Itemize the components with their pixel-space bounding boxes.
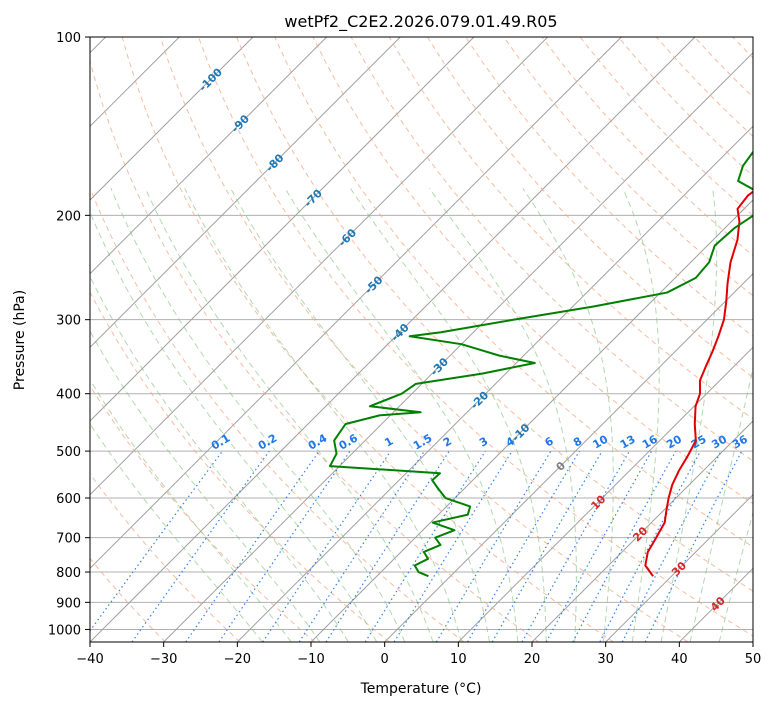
mixing-ratio-line bbox=[325, 450, 450, 642]
moist-adiabat-line bbox=[110, 188, 406, 642]
mixing-ratio-line bbox=[435, 450, 552, 642]
x-tick-label: −40 bbox=[76, 652, 103, 667]
isotherm-line bbox=[90, 37, 696, 642]
isotherm-line bbox=[90, 37, 254, 201]
moist-adiabat-line bbox=[284, 187, 519, 642]
moist-adiabat-line bbox=[90, 210, 378, 642]
mixing-ratio-line bbox=[218, 450, 351, 642]
y-tick-label: 900 bbox=[56, 596, 81, 611]
mixing-ratio-line bbox=[572, 450, 677, 642]
x-tick-label: 10 bbox=[450, 652, 467, 667]
isotherm-line bbox=[90, 37, 328, 275]
isotherm-line bbox=[310, 199, 753, 642]
isotherm-line bbox=[90, 37, 401, 349]
x-tick-label: −20 bbox=[224, 652, 251, 667]
y-tick-label: 700 bbox=[56, 532, 81, 547]
y-tick-label: 300 bbox=[56, 314, 81, 329]
dry-adiabat-line bbox=[90, 557, 166, 642]
moist-adiabat-line bbox=[522, 187, 614, 642]
y-axis: 100 200 300 400 500 600 700 800 900 1000 bbox=[48, 31, 90, 638]
dewpoint-profile-line bbox=[329, 150, 753, 578]
dry-adiabat-line bbox=[350, 37, 753, 462]
x-tick-label: 40 bbox=[671, 652, 688, 667]
moist-adiabat-line bbox=[144, 188, 434, 642]
dry-adiabat-line bbox=[90, 472, 241, 642]
x-axis-title: Temperature (°C) bbox=[360, 681, 482, 697]
isotherm-line bbox=[163, 51, 753, 642]
isotherm-line bbox=[90, 37, 549, 496]
moist-adiabat-line bbox=[230, 188, 490, 642]
dry-adiabat-line bbox=[312, 37, 753, 505]
y-tick-label: 200 bbox=[56, 209, 81, 224]
mixing-ratio-line bbox=[364, 450, 486, 642]
dry-adiabat-line bbox=[771, 37, 775, 642]
dry-adiabat-line bbox=[388, 37, 753, 420]
dry-adiabat-line bbox=[465, 37, 753, 337]
y-tick-label: 100 bbox=[56, 31, 81, 46]
isotherm-line bbox=[531, 420, 753, 642]
x-tick-label: 50 bbox=[745, 652, 762, 667]
dry-adiabat-line bbox=[198, 37, 753, 637]
isotherm-line bbox=[457, 346, 753, 642]
isotherm-line bbox=[236, 125, 753, 642]
mixing-ratio-line bbox=[393, 450, 513, 642]
mixing-ratio-line bbox=[298, 450, 425, 642]
moist-adiabat-line bbox=[90, 330, 321, 642]
temperature-profile-line bbox=[644, 190, 753, 577]
x-tick-label: −30 bbox=[150, 652, 177, 667]
y-tick-label: 500 bbox=[56, 445, 81, 460]
plot-frame bbox=[89, 36, 754, 643]
isotherm-line bbox=[90, 37, 622, 570]
background-lines bbox=[90, 37, 775, 642]
x-tick-label: 20 bbox=[524, 652, 541, 667]
dry-adiabat-line bbox=[503, 37, 753, 297]
moist-adiabat-line bbox=[90, 275, 349, 642]
x-tick-label: −10 bbox=[297, 652, 324, 667]
dry-adiabat-line bbox=[121, 37, 614, 642]
plot-area bbox=[90, 37, 753, 642]
dry-adiabat-line bbox=[159, 37, 689, 642]
y-tick-label: 800 bbox=[56, 566, 81, 581]
mixing-ratio-line bbox=[466, 450, 580, 642]
isotherm-line bbox=[605, 493, 753, 642]
dry-adiabat-line bbox=[90, 186, 465, 642]
dry-adiabat-line bbox=[90, 291, 390, 642]
mixing-ratio-line bbox=[185, 450, 320, 642]
moist-adiabat-line bbox=[184, 188, 462, 642]
mixing-ratio-line bbox=[599, 450, 702, 642]
isotherm-line bbox=[384, 272, 753, 642]
moist-adiabat-line bbox=[660, 188, 718, 642]
y-axis-title: Pressure (hPa) bbox=[12, 290, 28, 390]
y-tick-label: 600 bbox=[56, 492, 81, 507]
y-tick-label: 400 bbox=[56, 388, 81, 403]
profile-lines bbox=[329, 150, 753, 578]
dry-adiabat-line bbox=[236, 37, 753, 592]
x-tick-label: 0 bbox=[381, 652, 389, 667]
moist-adiabat-line bbox=[689, 365, 753, 642]
dry-adiabat-line bbox=[90, 59, 540, 642]
x-axis: −40 −30 −20 −10 0 10 20 30 40 50 bbox=[76, 642, 761, 667]
dry-adiabat-line bbox=[90, 384, 316, 642]
isotherm-line bbox=[752, 641, 753, 642]
dry-adiabat-line bbox=[274, 37, 753, 548]
mixing-ratio-line bbox=[131, 450, 270, 642]
isotherm-line bbox=[90, 37, 475, 422]
moist-adiabat-line bbox=[622, 188, 660, 642]
y-tick-label: 1000 bbox=[48, 623, 81, 638]
chart-title: wetPf2_C2E2.2026.079.01.49.R05 bbox=[284, 12, 557, 32]
mixing-ratio-line bbox=[262, 450, 392, 642]
x-tick-label: 30 bbox=[597, 652, 614, 667]
